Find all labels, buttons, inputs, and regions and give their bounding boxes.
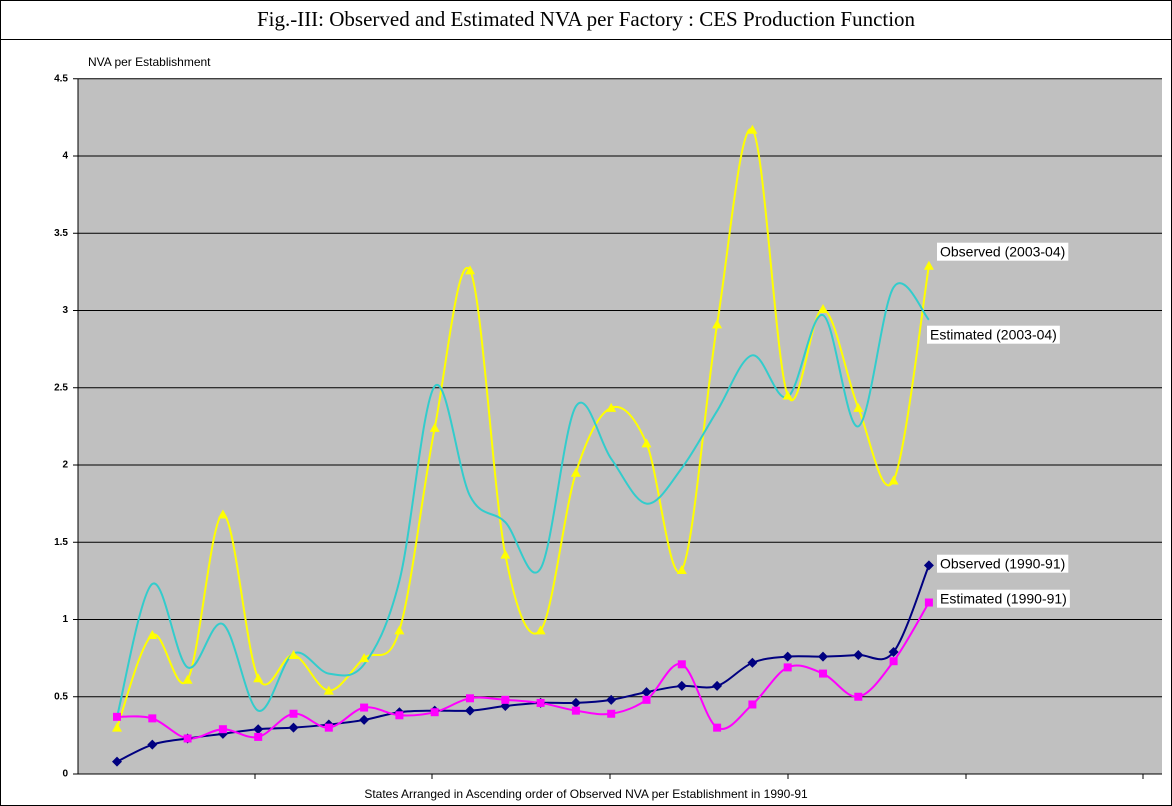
point (712, 680, 723, 691)
point (536, 698, 545, 707)
point (888, 646, 899, 657)
y-axis-label: NVA per Establishment (88, 55, 211, 69)
point (147, 739, 158, 750)
y-tick-label: 1 (62, 614, 68, 625)
point (607, 709, 616, 718)
point (183, 734, 192, 743)
point (500, 549, 511, 559)
series-label: Estimated (1990-91) (940, 591, 1067, 607)
point (819, 669, 827, 678)
point (782, 390, 793, 400)
point (676, 565, 687, 575)
point (288, 722, 299, 733)
point (466, 694, 474, 703)
point (818, 651, 828, 662)
point (501, 695, 510, 704)
point (359, 714, 370, 725)
point (570, 467, 581, 477)
point (360, 703, 369, 712)
point (747, 657, 758, 668)
point (465, 265, 475, 275)
series-line (116, 282, 930, 718)
y-tick-label: 3.5 (54, 228, 68, 239)
point (712, 319, 723, 329)
point (217, 509, 228, 519)
point (783, 663, 792, 672)
point (676, 680, 687, 691)
point (254, 732, 263, 741)
point (288, 650, 299, 660)
y-tick-label: 2.5 (54, 382, 68, 393)
point (923, 560, 934, 571)
point (924, 598, 933, 607)
point (854, 692, 863, 701)
point (218, 725, 227, 734)
point (748, 700, 757, 709)
point (853, 402, 864, 412)
point (641, 438, 652, 448)
x-ticks (254, 774, 1144, 779)
y-tick-label: 3 (62, 305, 68, 316)
y-tick-label: 4 (62, 151, 68, 162)
y-tick-label: 2 (62, 460, 68, 471)
series-label: Observed (1990-91) (940, 556, 1065, 572)
point (570, 697, 581, 708)
point (113, 712, 121, 721)
series-label-box (927, 325, 1060, 344)
series-label-box (937, 242, 1069, 261)
point (888, 475, 899, 485)
point (429, 422, 440, 432)
point (323, 685, 334, 695)
point (112, 722, 122, 732)
point (606, 694, 617, 705)
chart-title: Fig.-III: Observed and Estimated NVA per… (257, 7, 916, 31)
point (112, 756, 122, 767)
point (289, 709, 298, 718)
point (782, 651, 793, 662)
y-tick-label: 0.5 (54, 691, 68, 702)
series-label: Observed (2003-04) (940, 244, 1065, 260)
plot-area (78, 78, 1162, 774)
point (147, 629, 158, 639)
point (394, 625, 405, 635)
point (253, 724, 264, 735)
point (853, 650, 864, 661)
point (535, 625, 546, 635)
point (713, 723, 722, 732)
point (818, 303, 828, 313)
point (465, 705, 475, 716)
point (148, 714, 157, 723)
y-tick-label: 1.5 (54, 537, 68, 548)
point (253, 673, 264, 683)
y-tick-label: 4.5 (54, 73, 68, 84)
point (747, 124, 758, 134)
point (359, 653, 370, 663)
point (923, 260, 934, 270)
point (324, 723, 333, 732)
series-label-box (937, 589, 1070, 608)
point (642, 695, 651, 704)
point (395, 711, 404, 720)
point (571, 706, 580, 715)
point (889, 657, 898, 666)
point (430, 708, 439, 717)
point (677, 660, 686, 669)
point (182, 674, 193, 684)
series-label: Estimated (2003-04) (930, 327, 1057, 343)
point (606, 402, 617, 412)
y-tick-label: 0 (62, 769, 68, 780)
point (641, 687, 652, 698)
series-label-box (937, 554, 1069, 573)
x-axis-label: States Arranged in Ascending order of Ob… (364, 787, 808, 801)
